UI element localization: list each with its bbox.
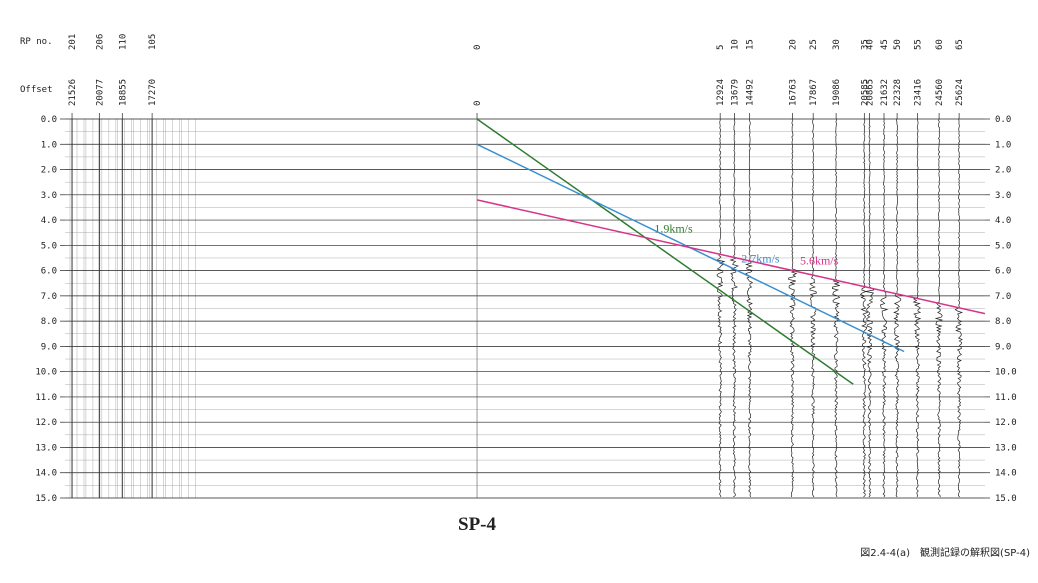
- rp-label: 55: [914, 39, 924, 50]
- rp-label: 40: [866, 39, 876, 50]
- rp-label: 65: [955, 39, 965, 50]
- station-trace: [934, 118, 944, 498]
- offset-label: 25624: [955, 79, 965, 106]
- y-tick-label: 4.0: [41, 216, 57, 226]
- y-tick-label: 14.0: [35, 469, 57, 479]
- y-tick-label: 7.0: [41, 292, 57, 302]
- y-tick-label-right: 11.0: [995, 393, 1017, 403]
- y-tick-label: 12.0: [35, 418, 57, 428]
- offset-label: 18855: [118, 79, 128, 106]
- offset-label: 16763: [788, 79, 798, 106]
- y-tick-label: 1.0: [41, 140, 57, 150]
- y-tick-label: 3.0: [41, 191, 57, 201]
- y-tick-label-right: 10.0: [995, 368, 1017, 378]
- rp-label: 45: [880, 39, 890, 50]
- offset-label: 20585: [860, 79, 870, 106]
- y-tick-label: 11.0: [35, 393, 57, 403]
- offset-label: 14492: [746, 79, 756, 106]
- station-trace: [788, 118, 798, 498]
- velocity-line: [476, 199, 986, 315]
- rp-label: 5: [716, 45, 726, 50]
- station-trace: [865, 118, 875, 498]
- rp-label: 10: [730, 39, 740, 50]
- offset-axis-label: Offset: [20, 85, 53, 95]
- y-tick-label-right: 3.0: [995, 191, 1011, 201]
- y-tick-label: 6.0: [41, 267, 57, 277]
- offset-label: 19086: [832, 79, 842, 106]
- offset-label: 22328: [893, 79, 903, 106]
- station-trace: [729, 118, 739, 498]
- offset-label: 20865: [866, 79, 876, 106]
- y-tick-label-right: 9.0: [995, 342, 1011, 352]
- caption: 図2.4-4(a) 観測記録の解釈図(SP-4): [860, 546, 1030, 559]
- rp-label: 105: [148, 34, 158, 50]
- station-trace: [912, 118, 922, 498]
- station-trace: [879, 118, 889, 498]
- y-tick-label-right: 12.0: [995, 418, 1017, 428]
- y-tick-label-right: 13.0: [995, 443, 1017, 453]
- y-tick-label-right: 14.0: [995, 469, 1017, 479]
- chart-title: SP-4: [458, 514, 497, 535]
- station-trace: [715, 118, 726, 498]
- velocity-line: [476, 118, 854, 385]
- station-trace: [893, 118, 902, 498]
- y-tick-label-right: 5.0: [995, 241, 1011, 251]
- station-trace: [744, 118, 754, 498]
- y-tick-label: 9.0: [41, 342, 57, 352]
- offset-label: 24560: [935, 79, 945, 106]
- offset-label: 0: [473, 101, 483, 106]
- y-tick-label-right: 4.0: [995, 216, 1011, 226]
- y-tick-label-right: 0.0: [995, 115, 1011, 125]
- offset-label: 12924: [716, 79, 726, 106]
- offset-label: 17867: [809, 79, 819, 106]
- y-tick-label-right: 1.0: [995, 140, 1011, 150]
- y-tick-label: 10.0: [35, 368, 57, 378]
- offset-label: 21632: [880, 79, 890, 106]
- y-tick-label-right: 8.0: [995, 317, 1011, 327]
- rp-label: 50: [893, 39, 903, 50]
- rp-label: 0: [473, 45, 483, 50]
- velocity-label: 5.6km/s: [800, 253, 839, 267]
- rp-axis-label: RP no.: [20, 37, 53, 47]
- station-trace: [859, 118, 869, 498]
- y-tick-label: 5.0: [41, 241, 57, 251]
- velocity-label: 1.9km/s: [654, 221, 693, 235]
- rp-label: 206: [95, 34, 105, 50]
- rp-label: 60: [935, 39, 945, 50]
- y-tick-label: 13.0: [35, 443, 57, 453]
- y-tick-label: 8.0: [41, 317, 57, 327]
- y-tick-label-right: 15.0: [995, 494, 1017, 504]
- station-trace: [831, 118, 841, 498]
- y-tick-label: 2.0: [41, 166, 57, 176]
- y-tick-label: 0.0: [41, 115, 57, 125]
- y-tick-label-right: 6.0: [995, 267, 1011, 277]
- y-tick-label-right: 7.0: [995, 292, 1011, 302]
- rp-label: 30: [832, 39, 842, 50]
- rp-label: 35: [860, 39, 870, 50]
- rp-label: 15: [746, 39, 756, 50]
- rp-label: 20: [788, 39, 798, 50]
- y-tick-label: 15.0: [35, 494, 57, 504]
- offset-label: 21526: [68, 79, 78, 106]
- y-tick-label-right: 2.0: [995, 166, 1011, 176]
- rp-label: 110: [118, 34, 128, 50]
- offset-label: 17270: [148, 79, 158, 106]
- rp-label: 25: [809, 39, 819, 50]
- offset-label: 13679: [730, 79, 740, 106]
- velocity-label: 2.7km/s: [741, 252, 780, 266]
- offset-label: 23416: [914, 79, 924, 106]
- rp-label: 201: [68, 34, 78, 50]
- offset-label: 20077: [95, 79, 105, 106]
